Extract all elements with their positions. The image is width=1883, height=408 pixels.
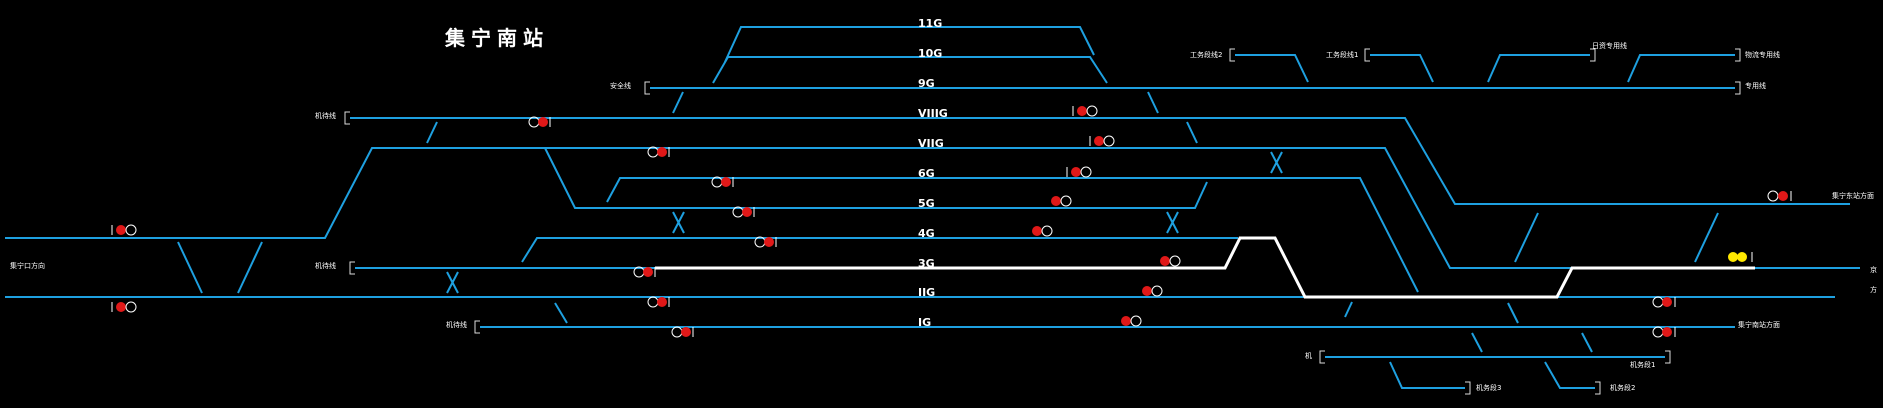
- work-siding-1-label: 工务段线1: [1326, 50, 1358, 59]
- track-VIIIG-line[interactable]: [350, 117, 1850, 205]
- work-siding-2-track[interactable]: [1235, 54, 1309, 83]
- track-11G-line[interactable]: [724, 26, 1095, 63]
- signal[interactable]: [1652, 296, 1676, 308]
- signal[interactable]: [711, 176, 734, 188]
- track-VIIG-line[interactable]: [5, 147, 1850, 269]
- crossover: [1507, 302, 1519, 324]
- depot-line-3-label: 机务段3: [1476, 383, 1501, 392]
- crossover: [1514, 212, 1539, 263]
- signal[interactable]: [633, 266, 656, 278]
- signal[interactable]: [1072, 105, 1098, 117]
- special-line-a-track[interactable]: [1487, 54, 1590, 83]
- crossover: [672, 91, 684, 114]
- depot-line-2-label: 机务段2: [1610, 383, 1635, 392]
- track-label-10G: 10G: [918, 47, 942, 60]
- track-label-VIIIG: VIIIG: [918, 107, 948, 120]
- station-title: 集宁南站: [444, 26, 549, 50]
- track-label-3G: 3G: [918, 257, 935, 270]
- signal[interactable]: [1051, 195, 1072, 207]
- signal[interactable]: [528, 116, 551, 128]
- crossover: [1344, 301, 1353, 318]
- track-6G-line[interactable]: [606, 177, 1419, 293]
- signal[interactable]: [1032, 225, 1053, 237]
- crossover: [237, 241, 263, 294]
- track-10G-line[interactable]: [712, 56, 1108, 84]
- track-label-IIG: IIG: [918, 286, 935, 299]
- siding-label-upper-left: 机待线: [315, 111, 336, 120]
- track-label-VIIG: VIIG: [918, 137, 944, 150]
- special-line-b-label: 物流专用线: [1745, 50, 1780, 59]
- depot-label: 机: [1305, 351, 1312, 360]
- crossover: [1147, 91, 1159, 114]
- crossover: [1694, 212, 1719, 263]
- signal[interactable]: [1160, 255, 1181, 267]
- track-5G-line[interactable]: [544, 147, 1208, 209]
- signal[interactable]: [647, 296, 670, 308]
- track-label-11G: 11G: [918, 17, 942, 30]
- west-exit-label: 集宁口方向: [10, 261, 45, 270]
- track-label-6G: 6G: [918, 167, 935, 180]
- signal[interactable]: [1066, 166, 1092, 178]
- special-line-a-label: 日资专用线: [1592, 41, 1627, 50]
- crossover: [177, 241, 203, 294]
- signal[interactable]: [1089, 135, 1115, 147]
- depot-line-2-track[interactable]: [1544, 361, 1595, 389]
- crossover: [1186, 121, 1198, 144]
- signal[interactable]: [647, 146, 670, 158]
- track-4G-line[interactable]: [521, 237, 1238, 263]
- special-line-b-track[interactable]: [1627, 54, 1735, 83]
- signal[interactable]: [1728, 252, 1753, 262]
- crossover: [1581, 332, 1593, 353]
- signal[interactable]: [1652, 326, 1676, 338]
- right-edge-label-1: 京: [1870, 265, 1877, 274]
- siding-label-middle-left: 机待线: [315, 261, 336, 270]
- depot-line-3-track[interactable]: [1389, 361, 1465, 389]
- east-exit-lower-label: 集宁南站方面: [1738, 320, 1780, 329]
- track-label-9G: 9G: [918, 77, 935, 90]
- signal[interactable]: [111, 301, 137, 313]
- track-label-IG: IG: [918, 316, 931, 329]
- safety-line-label: 安全线: [610, 81, 631, 90]
- scissors-crossover: [446, 151, 1283, 294]
- work-siding-1-track[interactable]: [1370, 54, 1434, 83]
- active-route: [655, 236, 1755, 299]
- signal[interactable]: [1142, 285, 1163, 297]
- signal[interactable]: [754, 236, 777, 248]
- track-label-5G: 5G: [918, 197, 935, 210]
- buffer-stops: [344, 48, 1741, 395]
- crossover: [554, 302, 568, 324]
- signal[interactable]: [671, 326, 694, 338]
- depot-line-1-label: 机务段1: [1630, 360, 1655, 369]
- signal[interactable]: [111, 224, 137, 236]
- track-label-4G: 4G: [918, 227, 935, 240]
- signal[interactable]: [732, 206, 755, 218]
- signal[interactable]: [1121, 315, 1142, 327]
- special-line-c-label: 专用线: [1745, 81, 1766, 90]
- crossover: [1471, 332, 1483, 353]
- east-exit-upper-label: 集宁东站方面: [1832, 191, 1874, 200]
- crossover: [426, 121, 438, 144]
- signal[interactable]: [1767, 190, 1792, 202]
- right-edge-label-2: 方: [1870, 285, 1877, 294]
- work-siding-2-label: 工务段线2: [1190, 50, 1222, 59]
- siding-label-lower-left: 机待线: [446, 320, 467, 329]
